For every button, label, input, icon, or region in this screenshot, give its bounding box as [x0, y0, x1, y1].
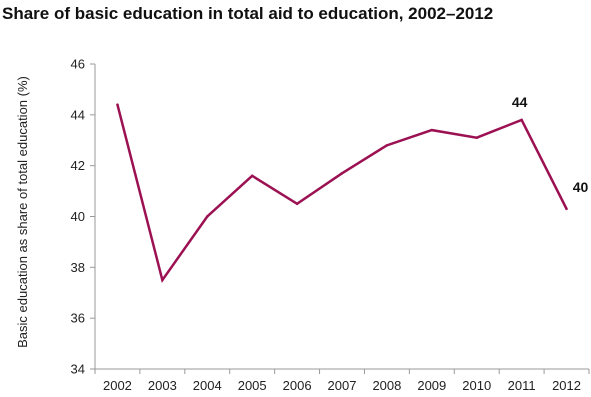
x-tick-label: 2005	[238, 378, 267, 393]
data-point	[116, 103, 119, 106]
x-tick-label: 2006	[283, 378, 312, 393]
series-group	[116, 103, 568, 283]
y-tick-label: 42	[71, 158, 85, 173]
x-tick-label: 2007	[328, 378, 357, 393]
data-point	[161, 278, 164, 282]
y-tick-label: 36	[71, 311, 85, 326]
y-tick-label: 38	[71, 260, 85, 275]
y-tick-label: 40	[71, 209, 85, 224]
x-tick-label: 2002	[103, 378, 132, 393]
data-point	[385, 144, 389, 147]
data-point	[520, 118, 523, 122]
x-tick-label: 2008	[372, 378, 401, 393]
data-point	[250, 174, 254, 178]
x-tick-label: 2009	[417, 378, 446, 393]
data-point	[430, 128, 434, 132]
chart-title: Share of basic education in total aid to…	[2, 4, 494, 23]
data-point	[295, 202, 299, 206]
y-tick-label: 34	[71, 362, 85, 377]
y-axis-title: Basic education as share of total educat…	[15, 76, 30, 348]
x-tick-label: 2004	[193, 378, 222, 393]
data-label: 40	[573, 179, 589, 195]
series-line	[116, 104, 568, 283]
y-tick-label: 46	[71, 57, 85, 72]
data-point	[565, 207, 568, 211]
x-axis-ticks: 2002 2003 2004 2005 2006 2007 2008 2009 2010 2011…	[94, 369, 590, 393]
y-tick-label: 44	[71, 107, 85, 122]
data-point	[206, 215, 209, 218]
x-tick-label: 2003	[148, 378, 177, 393]
x-tick-label: 2011	[508, 378, 536, 393]
data-labels: 44 40	[512, 94, 589, 195]
y-axis-ticks: 34 36 38 40 42 44 46	[71, 57, 95, 377]
data-point	[475, 136, 478, 139]
data-point	[340, 172, 344, 175]
x-tick-label: 2010	[462, 378, 491, 393]
x-tick-label: 2012	[552, 378, 581, 393]
data-label: 44	[512, 94, 528, 110]
